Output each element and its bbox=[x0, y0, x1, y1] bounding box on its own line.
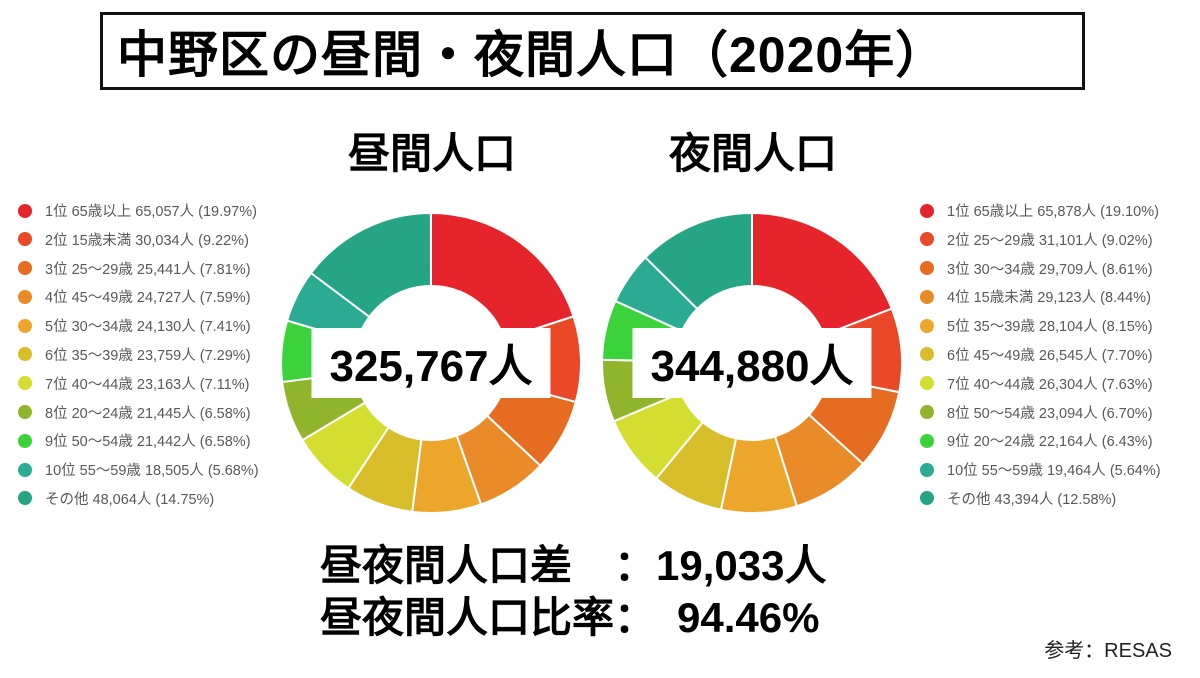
donut-segment-その他 bbox=[644, 212, 753, 310]
legend-label: 4位 45〜49歳 24,727人 (7.59%) bbox=[45, 290, 251, 307]
legend-color-dot bbox=[920, 318, 934, 333]
legend-color-dot bbox=[18, 289, 32, 304]
legend-label: 5位 35〜39歳 28,104人 (8.15%) bbox=[947, 319, 1153, 336]
nighttime-chart-title: 夜間人口 bbox=[668, 130, 837, 177]
legend-label: 1位 65歳以上 65,878人 (19.10%) bbox=[947, 204, 1159, 220]
legend-color-dot bbox=[18, 433, 32, 448]
legend-label: 10位 55〜59歳 18,505人 (5.68%) bbox=[45, 463, 259, 480]
legend-color-dot bbox=[18, 491, 32, 506]
legend-color-dot bbox=[920, 376, 934, 391]
legend-item: 9位 20〜24歳 22,164人 (6.43%) bbox=[920, 433, 1161, 451]
legend-item: 7位 40〜44歳 23,163人 (7.11%) bbox=[18, 376, 259, 393]
legend-label: 5位 30〜34歳 24,130人 (7.41%) bbox=[45, 319, 251, 336]
legend-color-dot bbox=[920, 289, 934, 304]
legend-color-dot bbox=[18, 261, 32, 276]
legend-item: 2位 15歳未満 30,034人 (9.22%) bbox=[18, 232, 259, 249]
legend-label: 6位 35〜39歳 23,759人 (7.29%) bbox=[45, 347, 251, 364]
legend-color-dot bbox=[18, 318, 32, 333]
nighttime-total-label: 344,880人 bbox=[632, 328, 872, 398]
legend-label: その他 43,394人 (12.58%) bbox=[947, 491, 1117, 508]
legend-color-dot bbox=[18, 347, 32, 362]
daytime-chart-title: 昼間人口 bbox=[347, 130, 516, 177]
daytime-total-label: 325,767人 bbox=[311, 328, 551, 398]
legend-item: 4位 15歳未満 29,123人 (8.44%) bbox=[920, 289, 1161, 307]
legend-color-dot bbox=[18, 462, 32, 477]
legend-label: 7位 40〜44歳 23,163人 (7.11%) bbox=[45, 376, 250, 393]
legend-item: 8位 20〜24歳 21,445人 (6.58%) bbox=[18, 405, 259, 422]
legend-item: 3位 25〜29歳 25,441人 (7.81%) bbox=[18, 261, 259, 278]
summary-difference-line: 昼夜間人口差 ：19,033人 bbox=[320, 542, 827, 589]
donut-segment-65歳以上 bbox=[430, 212, 575, 341]
summary-ratio-line: 昼夜間人口比率： 94.46% bbox=[320, 594, 820, 641]
legend-color-dot bbox=[920, 347, 934, 362]
legend-color-dot bbox=[920, 462, 934, 477]
legend-item: 2位 25〜29歳 31,101人 (9.02%) bbox=[920, 232, 1161, 249]
legend-label: 8位 50〜54歳 23,094人 (6.70%) bbox=[947, 405, 1153, 422]
legend-color-dot bbox=[18, 376, 32, 391]
legend-label: 9位 20〜24歳 22,164人 (6.43%) bbox=[947, 434, 1153, 451]
donut-segment-その他 bbox=[309, 212, 432, 318]
legend-label: 10位 55〜59歳 19,464人 (5.64%) bbox=[947, 463, 1161, 480]
legend-item: その他 48,064人 (14.75%) bbox=[18, 491, 259, 508]
legend-item: 1位 65歳以上 65,057人 (19.97%) bbox=[18, 203, 259, 220]
legend-color-dot bbox=[920, 261, 934, 276]
legend-item: 5位 35〜39歳 28,104人 (8.15%) bbox=[920, 318, 1161, 336]
source-credit: 参考：RESAS bbox=[1044, 640, 1172, 662]
legend-color-dot bbox=[920, 203, 934, 218]
legend-item: 4位 45〜49歳 24,727人 (7.59%) bbox=[18, 289, 259, 307]
donut-segment-65歳以上 bbox=[751, 212, 893, 337]
legend-label: その他 48,064人 (14.75%) bbox=[45, 491, 215, 508]
legend-color-dot bbox=[920, 433, 934, 448]
daytime-donut-chart: 325,767人 bbox=[278, 210, 584, 516]
legend-label: 3位 25〜29歳 25,441人 (7.81%) bbox=[45, 261, 251, 278]
legend-label: 9位 50〜54歳 21,442人 (6.58%) bbox=[45, 434, 251, 451]
legend-item: その他 43,394人 (12.58%) bbox=[920, 491, 1161, 508]
legend-color-dot bbox=[18, 203, 32, 218]
legend-item: 6位 35〜39歳 23,759人 (7.29%) bbox=[18, 347, 259, 364]
daytime-legend: 1位 65歳以上 65,057人 (19.97%) 2位 15歳未満 30,034… bbox=[18, 203, 259, 520]
nighttime-donut-chart: 344,880人 bbox=[599, 210, 905, 516]
summary-block: 昼夜間人口差 ：19,033人 昼夜間人口比率： 94.46% bbox=[320, 540, 826, 644]
legend-item: 5位 30〜34歳 24,130人 (7.41%) bbox=[18, 318, 259, 336]
legend-item: 3位 30〜34歳 29,709人 (8.61%) bbox=[920, 261, 1161, 278]
legend-color-dot bbox=[920, 491, 934, 506]
page-title-box: 中野区の昼間・夜間人口（2020年） bbox=[100, 12, 1085, 90]
legend-label: 8位 20〜24歳 21,445人 (6.58%) bbox=[45, 405, 251, 422]
nighttime-legend: 1位 65歳以上 65,878人 (19.10%) 2位 25〜29歳 31,10… bbox=[920, 203, 1161, 520]
legend-label: 3位 30〜34歳 29,709人 (8.61%) bbox=[947, 261, 1153, 278]
page-title: 中野区の昼間・夜間人口（2020年） bbox=[117, 27, 947, 83]
legend-label: 6位 45〜49歳 26,545人 (7.70%) bbox=[947, 347, 1153, 364]
legend-label: 7位 40〜44歳 26,304人 (7.63%) bbox=[947, 376, 1153, 393]
legend-label: 2位 25〜29歳 31,101人 (9.02%) bbox=[947, 232, 1153, 249]
daytime-donut-svg bbox=[280, 212, 582, 514]
legend-item: 8位 50〜54歳 23,094人 (6.70%) bbox=[920, 405, 1161, 422]
legend-item: 10位 55〜59歳 19,464人 (5.64%) bbox=[920, 462, 1161, 480]
legend-item: 6位 45〜49歳 26,545人 (7.70%) bbox=[920, 347, 1161, 364]
legend-color-dot bbox=[920, 405, 934, 420]
legend-label: 2位 15歳未満 30,034人 (9.22%) bbox=[45, 232, 249, 249]
legend-label: 1位 65歳以上 65,057人 (19.97%) bbox=[45, 204, 257, 220]
legend-item: 9位 50〜54歳 21,442人 (6.58%) bbox=[18, 433, 259, 451]
legend-item: 7位 40〜44歳 26,304人 (7.63%) bbox=[920, 376, 1161, 393]
legend-item: 1位 65歳以上 65,878人 (19.10%) bbox=[920, 203, 1161, 220]
legend-item: 10位 55〜59歳 18,505人 (5.68%) bbox=[18, 462, 259, 480]
legend-color-dot bbox=[18, 232, 32, 247]
legend-label: 4位 15歳未満 29,123人 (8.44%) bbox=[947, 290, 1151, 307]
legend-color-dot bbox=[18, 405, 32, 420]
legend-color-dot bbox=[920, 232, 934, 247]
